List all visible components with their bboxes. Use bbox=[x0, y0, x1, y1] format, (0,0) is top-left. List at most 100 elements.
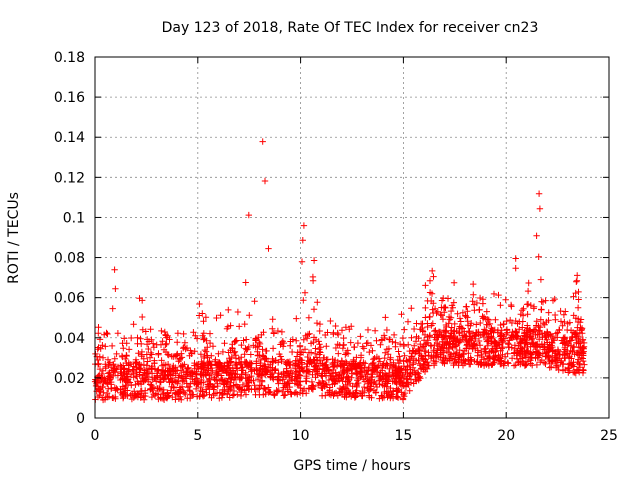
data-point bbox=[392, 343, 399, 350]
data-point bbox=[125, 378, 132, 385]
data-point bbox=[543, 318, 550, 326]
data-point bbox=[241, 387, 248, 394]
data-point bbox=[537, 316, 544, 323]
data-point bbox=[320, 380, 328, 387]
data-point bbox=[579, 355, 586, 362]
data-point bbox=[238, 374, 245, 382]
data-point bbox=[545, 309, 552, 316]
data-point bbox=[352, 389, 360, 397]
data-point bbox=[125, 346, 133, 353]
data-point bbox=[437, 311, 444, 318]
data-point bbox=[104, 356, 112, 363]
data-point bbox=[480, 333, 488, 341]
y-tick-label: 0.06 bbox=[54, 291, 85, 307]
data-point bbox=[525, 279, 532, 287]
data-point bbox=[144, 336, 151, 343]
data-point bbox=[572, 315, 580, 322]
data-point bbox=[514, 333, 521, 340]
data-point bbox=[139, 313, 146, 321]
data-point bbox=[176, 372, 183, 379]
data-point bbox=[400, 382, 408, 389]
data-point bbox=[549, 347, 556, 355]
data-point bbox=[162, 331, 169, 338]
data-point bbox=[114, 372, 122, 379]
data-point bbox=[212, 361, 220, 368]
data-point bbox=[549, 335, 557, 343]
data-point bbox=[244, 345, 251, 353]
data-point bbox=[262, 371, 269, 378]
data-point bbox=[452, 358, 459, 366]
data-point bbox=[287, 367, 295, 374]
data-point bbox=[129, 366, 136, 373]
data-point bbox=[187, 347, 194, 354]
data-point bbox=[193, 335, 201, 342]
data-point bbox=[420, 360, 427, 368]
data-point bbox=[125, 367, 132, 375]
data-point bbox=[422, 282, 429, 289]
data-point bbox=[372, 389, 379, 396]
data-point bbox=[208, 352, 215, 359]
data-point bbox=[261, 177, 269, 185]
data-point bbox=[339, 367, 347, 374]
data-point bbox=[174, 380, 181, 387]
data-point bbox=[269, 345, 277, 352]
data-point bbox=[105, 393, 113, 400]
data-point bbox=[434, 308, 441, 315]
data-point bbox=[111, 365, 119, 372]
data-point bbox=[314, 299, 321, 306]
x-tick-label: 5 bbox=[193, 428, 202, 444]
data-point bbox=[289, 377, 296, 384]
data-point bbox=[469, 330, 477, 337]
data-point bbox=[241, 320, 248, 328]
data-point bbox=[565, 354, 573, 361]
data-point bbox=[421, 331, 429, 339]
data-point bbox=[373, 337, 380, 344]
data-point bbox=[512, 361, 519, 369]
data-point bbox=[450, 279, 458, 286]
data-point bbox=[529, 349, 537, 356]
data-point bbox=[475, 337, 483, 345]
data-point bbox=[485, 360, 492, 367]
data-point bbox=[445, 355, 453, 362]
data-point bbox=[553, 362, 560, 369]
data-point bbox=[481, 326, 488, 333]
data-point bbox=[528, 354, 535, 361]
data-point bbox=[106, 373, 113, 380]
data-point bbox=[316, 327, 323, 335]
data-point bbox=[506, 337, 513, 344]
data-point bbox=[517, 349, 524, 357]
data-point bbox=[433, 353, 440, 360]
grid bbox=[95, 57, 609, 418]
data-point bbox=[206, 339, 214, 347]
data-point bbox=[533, 318, 540, 325]
data-point bbox=[490, 353, 498, 360]
data-point bbox=[579, 336, 587, 343]
data-point bbox=[422, 364, 429, 371]
data-point bbox=[398, 389, 405, 396]
data-point bbox=[296, 351, 304, 358]
data-point bbox=[303, 375, 310, 382]
data-point bbox=[342, 351, 349, 358]
data-point bbox=[307, 340, 315, 347]
data-point bbox=[119, 340, 126, 347]
data-point bbox=[288, 375, 295, 383]
data-point bbox=[467, 322, 474, 329]
data-point bbox=[120, 345, 127, 352]
data-point bbox=[551, 295, 558, 303]
data-point bbox=[341, 393, 348, 400]
data-point bbox=[524, 287, 532, 295]
data-point bbox=[208, 361, 215, 369]
data-point bbox=[94, 361, 102, 368]
data-point bbox=[364, 326, 372, 334]
data-point bbox=[139, 371, 147, 378]
data-point bbox=[569, 329, 577, 336]
data-point bbox=[158, 362, 166, 369]
data-point bbox=[533, 232, 540, 239]
data-point bbox=[366, 348, 373, 356]
x-tick-label: 10 bbox=[292, 428, 310, 444]
data-point bbox=[148, 366, 155, 373]
data-point bbox=[225, 306, 232, 314]
data-point bbox=[267, 388, 274, 396]
data-point bbox=[144, 358, 151, 365]
